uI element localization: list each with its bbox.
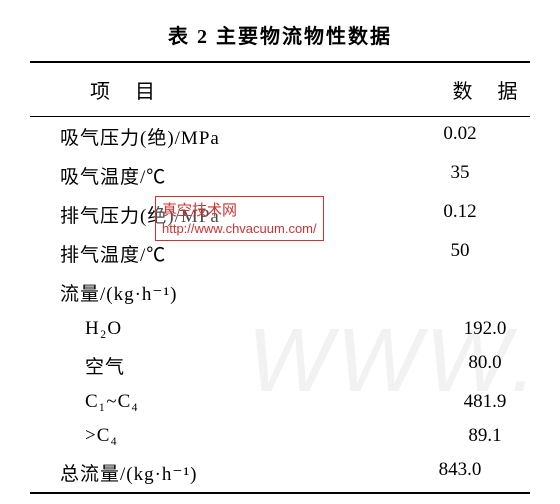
row-value: 0.02 (360, 123, 560, 150)
row-value: 0.12 (360, 201, 560, 228)
watermark-overlay: 真空技术网 http://www.chvacuum.com/ (155, 196, 324, 241)
table-row: 流量/(kg·h⁻¹) (30, 273, 530, 312)
row-value: 89.1 (385, 425, 560, 447)
row-value: 35 (360, 162, 560, 189)
row-label: 流量/(kg·h⁻¹) (30, 279, 360, 306)
row-value: 192.0 (385, 318, 560, 340)
row-value: 481.9 (385, 391, 560, 413)
table-row: 吸气温度/℃ 35 (30, 156, 530, 195)
watermark-url: http://www.chvacuum.com/ (162, 221, 317, 236)
row-value (360, 279, 560, 306)
header-label-col: 项 目 (30, 75, 390, 104)
row-label: 吸气压力(绝)/MPa (30, 123, 360, 150)
table-row: 总流量/(kg·h⁻¹) 843.0 (30, 453, 530, 492)
row-value: 50 (360, 240, 560, 267)
table-row: C₁~C₄ 481.9 (30, 385, 530, 419)
row-label: H₂O (30, 318, 385, 340)
row-value: 80.0 (385, 352, 560, 379)
row-label: 排气温度/℃ (30, 240, 360, 267)
table-header-row: 项 目 数 据 (30, 63, 530, 117)
row-value: 843.0 (360, 459, 560, 486)
header-value-col: 数 据 (390, 75, 560, 104)
data-table: 项 目 数 据 吸气压力(绝)/MPa 0.02 吸气温度/℃ 35 排气压力(… (30, 61, 530, 494)
row-label: >C₄ (30, 425, 385, 447)
row-label: C₁~C₄ (30, 391, 385, 413)
table-title: 表 2 主要物流物性数据 (30, 20, 530, 49)
table-row: H₂O 192.0 (30, 312, 530, 346)
table-row: 空气 80.0 (30, 346, 530, 385)
watermark-text-cn: 真空技术网 (162, 203, 237, 219)
row-label: 吸气温度/℃ (30, 162, 360, 189)
row-label: 总流量/(kg·h⁻¹) (30, 459, 360, 486)
table-row: >C₄ 89.1 (30, 419, 530, 453)
table-row: 吸气压力(绝)/MPa 0.02 (30, 117, 530, 156)
row-label: 空气 (30, 352, 385, 379)
table-container: 表 2 主要物流物性数据 项 目 数 据 吸气压力(绝)/MPa 0.02 吸气… (30, 20, 530, 494)
